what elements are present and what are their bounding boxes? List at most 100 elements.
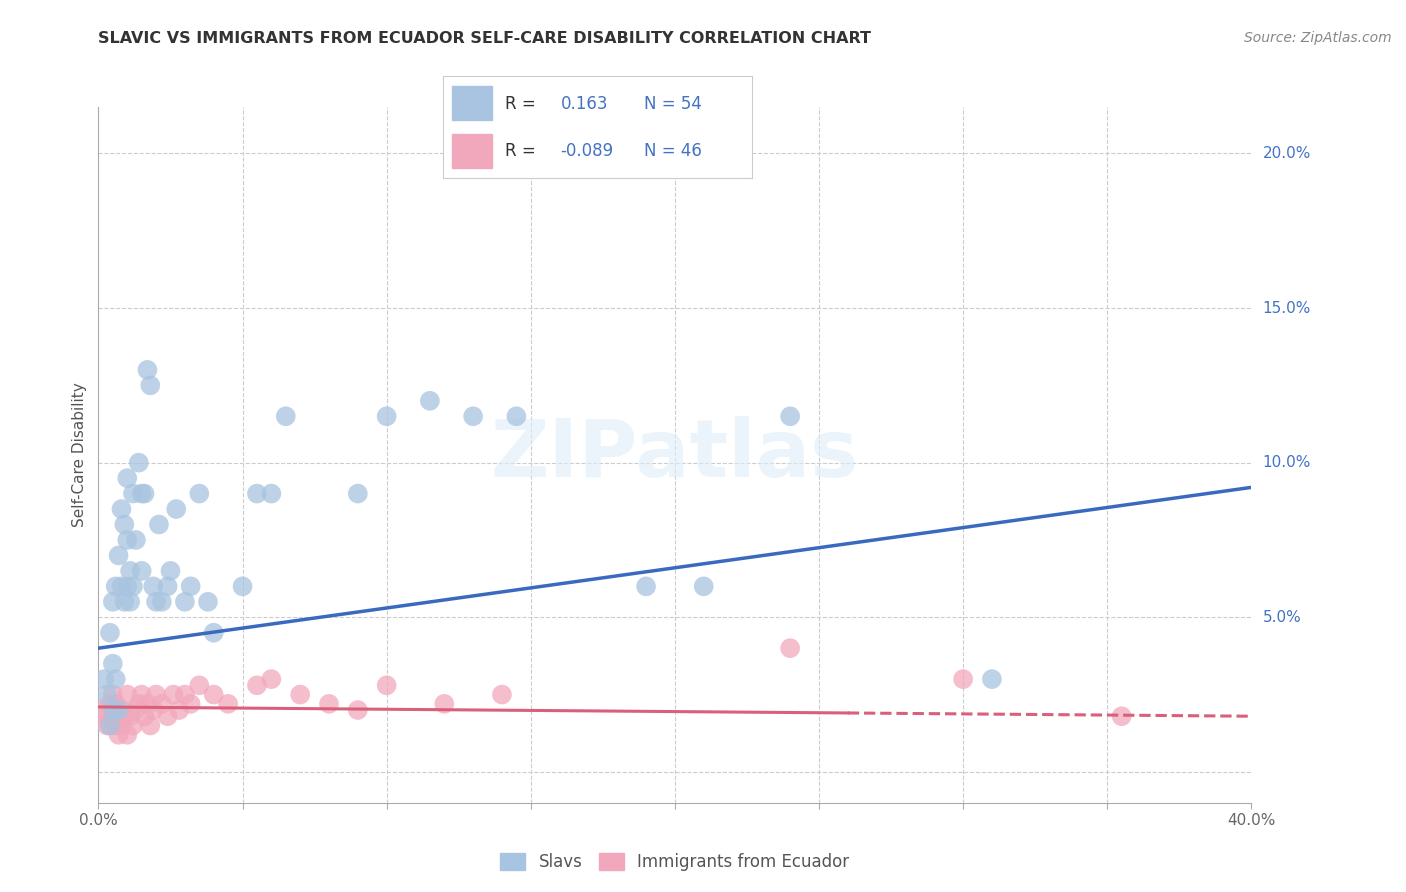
Immigrants from Ecuador [93,709,115,723]
Slavs [117,533,138,547]
Slavs [145,595,167,609]
Immigrants from Ecuador [174,688,197,702]
Slavs [107,549,129,563]
Immigrants from Ecuador [117,728,138,742]
Immigrants from Ecuador [107,728,129,742]
Immigrants from Ecuador [375,678,398,692]
Slavs [104,579,127,593]
Slavs [180,579,202,593]
Immigrants from Ecuador [112,709,135,723]
Text: N = 54: N = 54 [644,95,702,112]
Slavs [231,579,254,593]
Text: Source: ZipAtlas.com: Source: ZipAtlas.com [1244,31,1392,45]
Immigrants from Ecuador [110,718,132,732]
Slavs [134,486,156,500]
Slavs [375,409,398,424]
Text: -0.089: -0.089 [561,142,613,160]
Slavs [142,579,165,593]
Slavs [104,672,127,686]
Text: 5.0%: 5.0% [1263,610,1301,624]
Slavs [110,502,132,516]
Immigrants from Ecuador [1111,709,1133,723]
Text: 20.0%: 20.0% [1263,146,1310,161]
Immigrants from Ecuador [101,709,124,723]
Immigrants from Ecuador [145,688,167,702]
Slavs [120,595,142,609]
Slavs [150,595,173,609]
Immigrants from Ecuador [122,718,145,732]
Slavs [346,486,368,500]
Slavs [136,363,159,377]
Immigrants from Ecuador [142,703,165,717]
Immigrants from Ecuador [96,718,118,732]
Immigrants from Ecuador [134,709,156,723]
Text: ZIPatlas: ZIPatlas [491,416,859,494]
Slavs [461,409,484,424]
Immigrants from Ecuador [98,718,121,732]
Slavs [779,409,801,424]
Immigrants from Ecuador [162,688,184,702]
Immigrants from Ecuador [217,697,239,711]
Immigrants from Ecuador [107,709,129,723]
Slavs [122,486,145,500]
Y-axis label: Self-Care Disability: Self-Care Disability [72,383,87,527]
Slavs [101,703,124,717]
Immigrants from Ecuador [110,703,132,717]
Slavs [274,409,297,424]
Slavs [120,564,142,578]
Slavs [101,657,124,671]
Slavs [159,564,181,578]
Slavs [246,486,269,500]
Immigrants from Ecuador [952,672,974,686]
Immigrants from Ecuador [131,688,153,702]
Immigrants from Ecuador [779,641,801,656]
Slavs [96,688,118,702]
Slavs [93,672,115,686]
Slavs [174,595,197,609]
Immigrants from Ecuador [120,709,142,723]
Bar [453,135,492,168]
Immigrants from Ecuador [346,703,368,717]
Immigrants from Ecuador [150,697,173,711]
Immigrants from Ecuador [98,697,121,711]
Immigrants from Ecuador [128,697,150,711]
Slavs [197,595,219,609]
Immigrants from Ecuador [156,709,179,723]
Immigrants from Ecuador [139,718,162,732]
Slavs [125,533,148,547]
Immigrants from Ecuador [260,672,283,686]
Slavs [693,579,716,593]
Immigrants from Ecuador [104,697,127,711]
Bar [453,87,492,120]
Slavs [112,517,135,532]
Slavs [419,393,441,408]
Slavs [98,625,121,640]
Text: N = 46: N = 46 [644,142,702,160]
Immigrants from Ecuador [125,703,148,717]
Slavs [156,579,179,593]
Text: 15.0%: 15.0% [1263,301,1310,316]
Slavs [122,579,145,593]
Immigrants from Ecuador [318,697,340,711]
Immigrants from Ecuador [246,678,269,692]
Immigrants from Ecuador [491,688,513,702]
Text: 0.163: 0.163 [561,95,607,112]
Immigrants from Ecuador [101,688,124,702]
Slavs [202,625,225,640]
Slavs [110,579,132,593]
Slavs [117,579,138,593]
Slavs [188,486,211,500]
Slavs [107,703,129,717]
Slavs [112,595,135,609]
Slavs [165,502,187,516]
Slavs [131,486,153,500]
Slavs [131,564,153,578]
Slavs [98,718,121,732]
Text: R =: R = [505,95,536,112]
Slavs [117,471,138,485]
Immigrants from Ecuador [180,697,202,711]
Slavs [148,517,170,532]
Immigrants from Ecuador [433,697,456,711]
Immigrants from Ecuador [202,688,225,702]
Slavs [128,456,150,470]
